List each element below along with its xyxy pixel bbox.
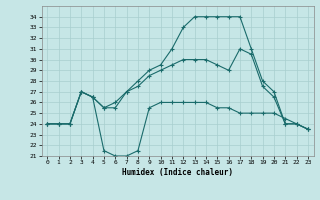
X-axis label: Humidex (Indice chaleur): Humidex (Indice chaleur) bbox=[122, 168, 233, 177]
